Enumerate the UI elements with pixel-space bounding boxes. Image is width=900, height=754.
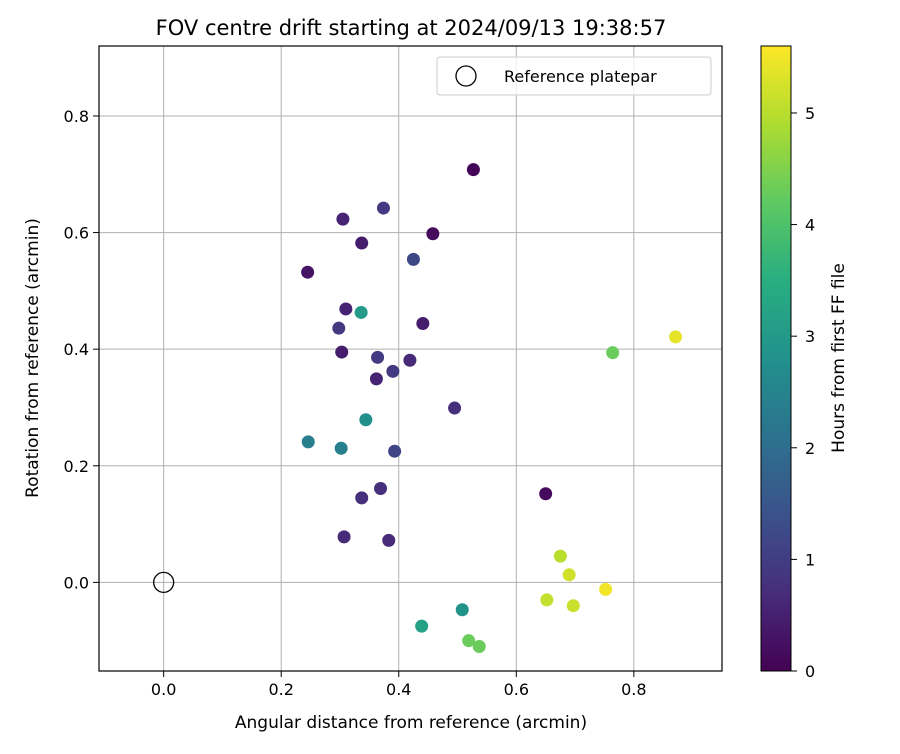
colorbar-tick-label: 1 [805,550,815,569]
scatter-point [336,212,350,226]
y-tick-label: 0.0 [64,573,89,592]
scatter-point [388,444,402,458]
x-tick-label: 0.4 [386,680,411,699]
scatter-point [376,201,390,215]
plot-frame [98,45,723,672]
scatter-point [669,330,683,344]
scatter-point [415,619,429,633]
scatter-point [335,345,349,359]
colorbar-tick-label: 4 [805,216,815,235]
colorbar-label: Hours from first FF file [829,263,849,453]
scatter-point [374,482,388,496]
colorbar-ticks: 0 1 2 3 4 5 [791,104,815,681]
scatter-point [371,350,385,364]
scatter-point [566,599,580,613]
data-points [153,163,683,654]
reference-platepar-marker [153,571,175,594]
legend-marker-circle [455,65,477,87]
scatter-point [455,603,469,617]
scatter-point [448,401,462,415]
scatter-point [339,302,353,316]
scatter-point [406,252,420,266]
scatter-point [386,364,400,378]
scatter-point [403,353,417,367]
scatter-point [539,487,553,501]
scatter-point [599,582,613,596]
chart-title: FOV centre drift starting at 2024/09/13 … [156,16,667,40]
colorbar-tick-label: 2 [805,439,815,458]
scatter-point [354,305,368,319]
colorbar-gradient [760,45,792,672]
scatter-point [301,435,315,449]
scatter-point [359,413,373,427]
scatter-point [540,593,554,607]
y-axis-label: Rotation from reference (arcmin) [23,218,43,498]
scatter-point [355,236,369,250]
x-tick-label: 0.8 [621,680,646,699]
scatter-point [334,441,348,455]
scatter-point [337,530,351,544]
x-tick-label: 0.0 [151,680,176,699]
scatter-point [426,227,440,241]
scatter-point [562,568,576,582]
grid-lines [99,46,722,671]
scatter-point [553,549,567,563]
x-axis-ticks: 0.0 0.2 0.4 0.6 0.8 [151,671,647,699]
x-tick-label: 0.2 [268,680,293,699]
colorbar-tick-label: 5 [805,104,815,123]
scatter-point [369,372,383,386]
scatter-point [332,321,346,335]
legend-box [436,56,712,96]
colorbar-tick-label: 3 [805,327,815,346]
scatter-point [355,491,369,505]
scatter-point [462,634,476,648]
scatter-point [382,533,396,547]
colorbar: 0 1 2 3 4 5 Hours from first FF file [760,45,849,681]
scatter-point [606,346,620,360]
scatter-point [472,640,486,654]
colorbar-tick-label: 0 [805,662,815,681]
legend-entry-reference: Reference platepar [504,67,657,86]
y-tick-label: 0.8 [64,107,89,126]
scatter-point [301,265,315,279]
scatter-point [466,163,480,177]
y-tick-label: 0.4 [64,340,89,359]
y-tick-label: 0.2 [64,457,89,476]
y-axis-ticks: 0.0 0.2 0.4 0.6 0.8 [64,107,99,592]
y-tick-label: 0.6 [64,224,89,243]
x-axis-label: Angular distance from reference (arcmin) [235,713,587,733]
legend: Reference platepar [436,56,712,96]
scatter-point [416,317,430,331]
x-tick-label: 0.6 [504,680,529,699]
